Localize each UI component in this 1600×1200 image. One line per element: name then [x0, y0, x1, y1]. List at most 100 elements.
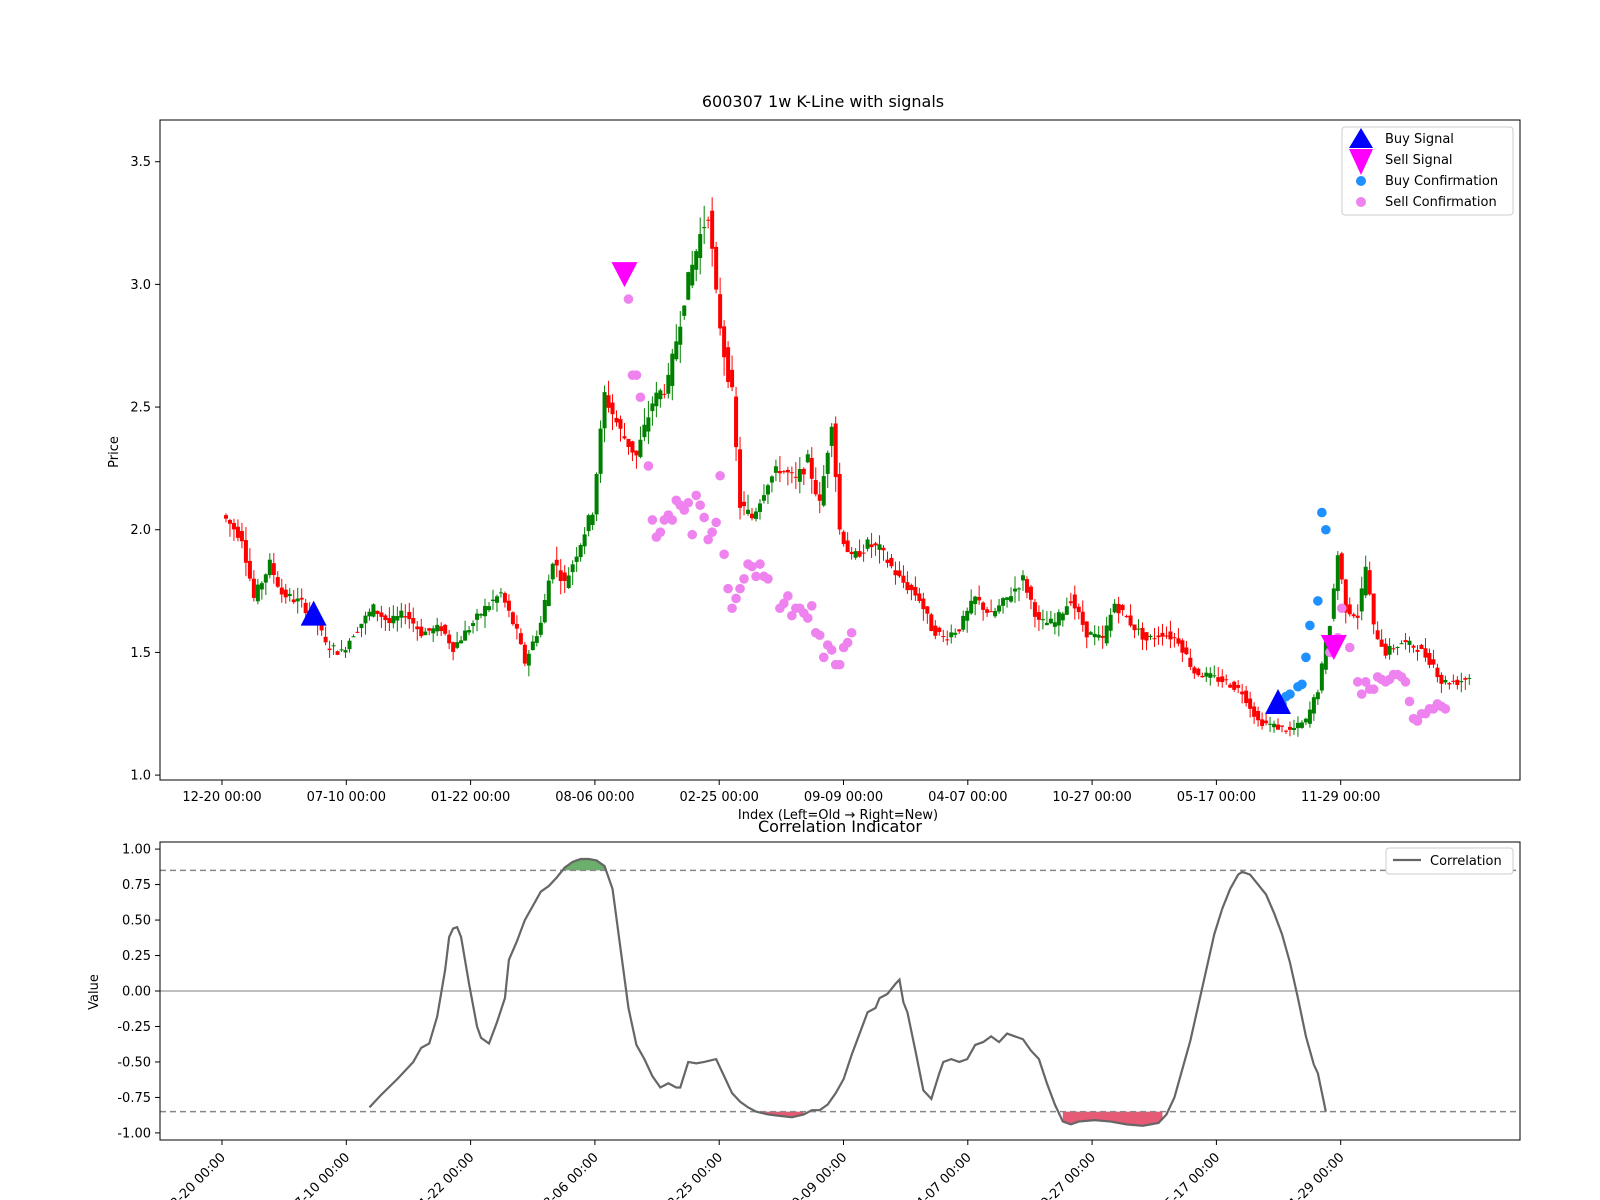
candle-body	[658, 390, 663, 400]
candle-body	[1467, 677, 1472, 679]
candle-body	[243, 540, 248, 563]
candle-body	[734, 396, 739, 448]
candle-body	[857, 551, 862, 557]
candle-body	[1307, 709, 1312, 724]
candle-body	[514, 623, 519, 629]
signal-markers	[300, 262, 1347, 714]
kline-ytick-label: 1.0	[130, 769, 151, 784]
candle-body	[1152, 638, 1157, 640]
candle-body	[630, 441, 635, 453]
candle-body	[1212, 675, 1217, 677]
correlation-x-ticks: 12-20 00:00 07-10 00:00 01-22 00:00 08-06 0…	[162, 1140, 1348, 1200]
sell-confirmation-point	[1412, 716, 1423, 726]
sell-confirmation-point	[814, 630, 825, 641]
candle-body	[929, 614, 934, 632]
candle-body	[694, 251, 699, 270]
sell-confirmation-point	[667, 515, 678, 525]
kline-xtick-label: 08-06 00:00	[555, 790, 634, 805]
candle-body	[614, 417, 619, 423]
candle-body	[1367, 570, 1372, 595]
kline-x-ticks: 12-20 00:00 07-10 00:00 01-22 00:00 08-06 0…	[182, 780, 1380, 805]
candle-body	[797, 469, 802, 482]
sell-confirmation-point	[1404, 696, 1415, 707]
correlation-xtick-label: 02-25 00:00	[659, 1150, 726, 1200]
candle-body	[777, 471, 782, 474]
candle-body	[363, 615, 368, 624]
candle-body	[949, 632, 954, 638]
candle-body	[881, 547, 886, 551]
candle-body	[825, 452, 830, 474]
candle-body	[1355, 615, 1360, 618]
sell-confirmation-point	[643, 461, 654, 471]
legend-sell-confirmation-marker	[1356, 197, 1366, 207]
candle-body	[1060, 613, 1065, 621]
candle-body	[666, 374, 671, 394]
candle-body	[897, 570, 902, 577]
correlation-y-ticks: 1.00 0.75 0.50 0.25 0.00 -0.25 -0.50 -0.75 -1.00	[117, 843, 160, 1141]
candle-body	[885, 559, 890, 563]
candle-body	[1136, 628, 1141, 630]
correlation-title: Correlation Indicator	[758, 817, 922, 836]
candle-body	[227, 519, 232, 524]
candle-body	[853, 551, 858, 558]
candle-body	[331, 645, 336, 647]
sell-confirmation-point	[715, 470, 725, 481]
buy-signal-marker	[1265, 688, 1292, 714]
candle-body	[1343, 579, 1348, 613]
kline-y-ticks: 1.0 1.5 2.0 2.5 3.0 3.5	[130, 155, 160, 784]
candle-body	[877, 544, 882, 550]
correlation-frame	[159, 841, 1521, 1141]
candle-body	[1435, 667, 1440, 678]
candle-body	[263, 574, 268, 583]
candle-body	[435, 624, 440, 632]
candle-body	[343, 650, 348, 653]
correlation-ytick-label: -0.50	[117, 1055, 151, 1070]
sell-confirmation-point	[719, 549, 729, 560]
candle-body	[463, 630, 468, 641]
candle-body	[1295, 722, 1300, 729]
candle-body	[1419, 644, 1424, 649]
sell-confirmation-point	[1344, 642, 1355, 653]
correlation-ytick-label: 1.00	[122, 843, 151, 858]
candle-body	[1216, 677, 1221, 682]
candle-body	[371, 604, 376, 617]
sell-confirmation-point	[751, 571, 761, 582]
candle-body	[809, 457, 814, 479]
candle-body	[578, 545, 583, 558]
buy-confirmation-point	[1301, 652, 1311, 663]
buy-confirmation-point	[1297, 679, 1307, 690]
correlation-ytick-label: -0.25	[117, 1020, 151, 1035]
legend-sell-signal-label: Sell Signal	[1385, 153, 1453, 168]
candle-body	[1001, 598, 1006, 606]
candle-body	[522, 644, 527, 664]
candle-body	[582, 534, 587, 547]
sell-confirmation-point	[826, 645, 837, 655]
sell-confirmation-point	[763, 574, 773, 584]
candle-body	[427, 628, 432, 631]
candle-body	[714, 246, 719, 290]
sell-confirmation-point	[723, 583, 733, 594]
candle-body	[423, 631, 428, 636]
candle-body	[1020, 575, 1025, 581]
candle-body	[407, 611, 412, 620]
candle-body	[1443, 679, 1448, 683]
candle-body	[901, 575, 906, 583]
candle-body	[1064, 606, 1069, 615]
candle-body	[893, 570, 898, 576]
buy-signal-marker	[300, 600, 327, 626]
candle-body	[1108, 614, 1113, 631]
candle-body	[985, 609, 990, 613]
candle-body	[1447, 682, 1452, 685]
candle-body	[841, 531, 846, 545]
candle-body	[1260, 719, 1265, 726]
candle-body	[1232, 681, 1237, 690]
candle-body	[251, 578, 256, 598]
candle-body	[419, 626, 424, 637]
candle-body	[1188, 657, 1193, 667]
buy-confirmation-point	[1285, 689, 1295, 699]
candle-body	[1431, 659, 1436, 665]
candle-body	[1399, 643, 1404, 645]
candle-body	[1056, 612, 1061, 626]
kline-ylabel: Price	[107, 436, 122, 468]
candle-body	[805, 454, 810, 463]
